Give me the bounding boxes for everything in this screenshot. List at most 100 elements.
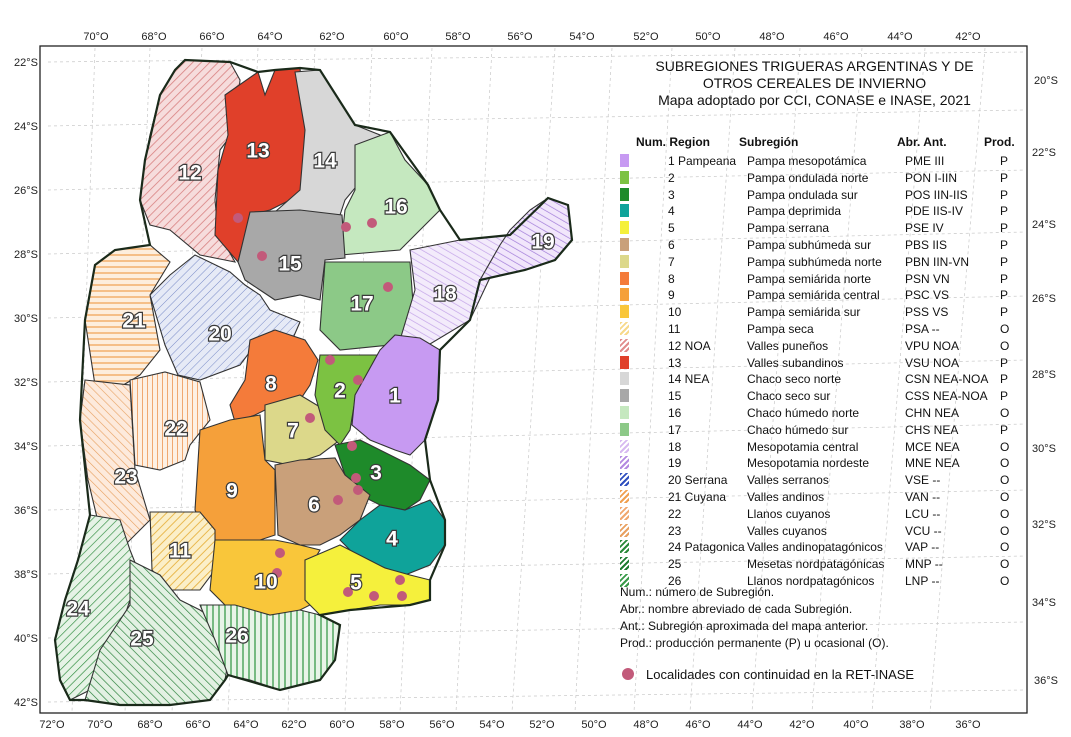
region-label-24: 24 [66, 598, 90, 621]
legend-abr: PBS IIS [905, 238, 948, 252]
tick-label: 44°O [737, 719, 763, 731]
tick-label: 42°S [14, 697, 38, 709]
tick-label: 62°O [281, 719, 307, 731]
locality-dot [275, 548, 285, 558]
right-latitude-ticks: 20°S 22°S 24°S 26°S 28°S 30°S 32°S 34°S 36°S [1032, 75, 1058, 687]
legend-row: 17 Chaco húmedo sur CHS NEA P [620, 422, 1025, 438]
locality-markers [233, 213, 407, 601]
tick-label: 38°S [14, 569, 38, 581]
region-label-15: 15 [278, 253, 302, 276]
legend-num: 10 [668, 305, 682, 320]
legend-row: 25 Mesetas nordpatagónicas MNP -- O [620, 556, 1025, 572]
legend-swatch [620, 540, 629, 554]
legend-row: 5 Pampa serrana PSE IV P [620, 220, 1025, 236]
region-label-10: 10 [254, 571, 277, 594]
legend-prod: P [1000, 204, 1009, 219]
legend-swatch [620, 406, 629, 419]
tick-label: 26°S [14, 185, 38, 197]
legend-abr: PME III [905, 154, 945, 168]
legend-subregion: Pampa seca [747, 322, 814, 336]
legend-abr: LNP -- [905, 574, 940, 588]
legend-subregion: Valles andinopatagónicos [747, 540, 883, 555]
tick-label: 36°S [1034, 675, 1058, 687]
locality-dot [395, 575, 405, 585]
region-label-20: 20 [208, 323, 231, 346]
tick-label: 28°S [1032, 369, 1056, 381]
tick-label: 40°S [14, 633, 38, 645]
title-line-1: SUBREGIONES TRIGUERAS ARGENTINAS Y DE [655, 58, 974, 74]
legend-num: 18 [668, 439, 682, 454]
legend-row: 26 Llanos nordpatagónicos LNP -- O [620, 573, 1025, 589]
locality-dot [341, 222, 351, 232]
graticule-line [511, 47, 556, 713]
tick-label: 58°O [445, 31, 471, 43]
legend-swatch [620, 490, 629, 503]
legend-prod: P [1000, 254, 1009, 269]
legend-swatch [620, 557, 629, 571]
region-label-3: 3 [370, 462, 382, 485]
legend-subregion: Valles serranos [747, 473, 829, 488]
legend-abr: PON I-IIN [905, 170, 958, 185]
tick-label: 32°S [1032, 519, 1056, 531]
legend-num: 7 [668, 254, 675, 269]
legend-num: 2 [668, 170, 675, 185]
legend-swatch [620, 523, 629, 537]
tick-label: 52°O [633, 31, 659, 43]
legend-swatch [620, 204, 629, 218]
legend-subregion: Mesetas nordpatagónicas [747, 557, 885, 572]
tick-label: 34°S [1032, 597, 1056, 609]
region-label-4: 4 [386, 528, 398, 551]
legend-swatch [620, 187, 629, 201]
legend-abr: PSE IV [905, 221, 944, 236]
legend-num: 19 [668, 456, 682, 471]
legend-num: 24 Patagonica [668, 540, 745, 555]
region-label-11: 11 [169, 540, 192, 563]
graticule-line [455, 47, 493, 713]
legend-subregion: Pampa ondulada norte [747, 170, 869, 185]
tick-label: 68°O [137, 719, 163, 731]
locality-legend-dot [622, 668, 634, 680]
tick-label: 24°S [1032, 219, 1056, 231]
graticule-line [689, 47, 736, 713]
tick-label: 52°O [529, 719, 555, 731]
legend-num: 20 Serrana [668, 473, 728, 488]
locality-dot [369, 591, 379, 601]
legend-prod: P [1000, 221, 1009, 236]
tick-label: 24°S [14, 121, 38, 133]
legend-prod: P [1000, 271, 1009, 286]
locality-dot [353, 485, 363, 495]
bottom-longitude-ticks: 72°O 70°O 68°O 66°O 64°O 62°O 60°O 58°O 56°O 54°O… [39, 719, 981, 731]
legend-swatch [620, 506, 629, 520]
note-prod: Prod.: producción permanente (P) u ocasi… [620, 636, 889, 650]
locality-dot [353, 375, 363, 385]
legend-row: 7 Pampa subhúmeda norte PBN IIN-VN P [620, 254, 1025, 270]
note-abr: Abr.: nombre abreviado de cada Subregión… [620, 602, 853, 616]
header-num-region: Num. Region [636, 135, 710, 149]
legend-swatch [620, 238, 629, 251]
legend-subregion: Chaco húmedo sur [747, 422, 849, 437]
legend-subregion: Valles cuyanos [747, 523, 827, 538]
legend-row: 22 Llanos cuyanos LCU -- O [620, 506, 1025, 522]
legend-abr: PSS VS [905, 305, 949, 320]
tick-label: 46°O [685, 719, 711, 731]
country-outline [53, 58, 574, 707]
legend-num: 5 [668, 221, 675, 236]
legend-row: 11 Pampa seca PSA -- O [620, 321, 1025, 337]
legend-swatch [620, 288, 629, 302]
legend-swatch [620, 355, 629, 369]
legend-swatch [620, 473, 629, 487]
tick-label: 34°S [14, 441, 38, 453]
legend-row: 8 Pampa semiárida norte PSN VN P [620, 271, 1025, 287]
legend-abr: PSC VS [905, 288, 950, 303]
graticule-line [633, 47, 673, 713]
legend-swatch [620, 154, 629, 167]
tick-label: 44°O [887, 31, 913, 43]
legend-num: 16 [668, 406, 682, 420]
region-20 [149, 254, 301, 381]
tick-label: 58°O [379, 719, 405, 731]
legend-abr: CSN NEA-NOA [905, 372, 989, 387]
region-label-1: 1 [389, 385, 401, 408]
legend-prod: O [1000, 338, 1010, 353]
tick-label: 60°O [329, 719, 355, 731]
